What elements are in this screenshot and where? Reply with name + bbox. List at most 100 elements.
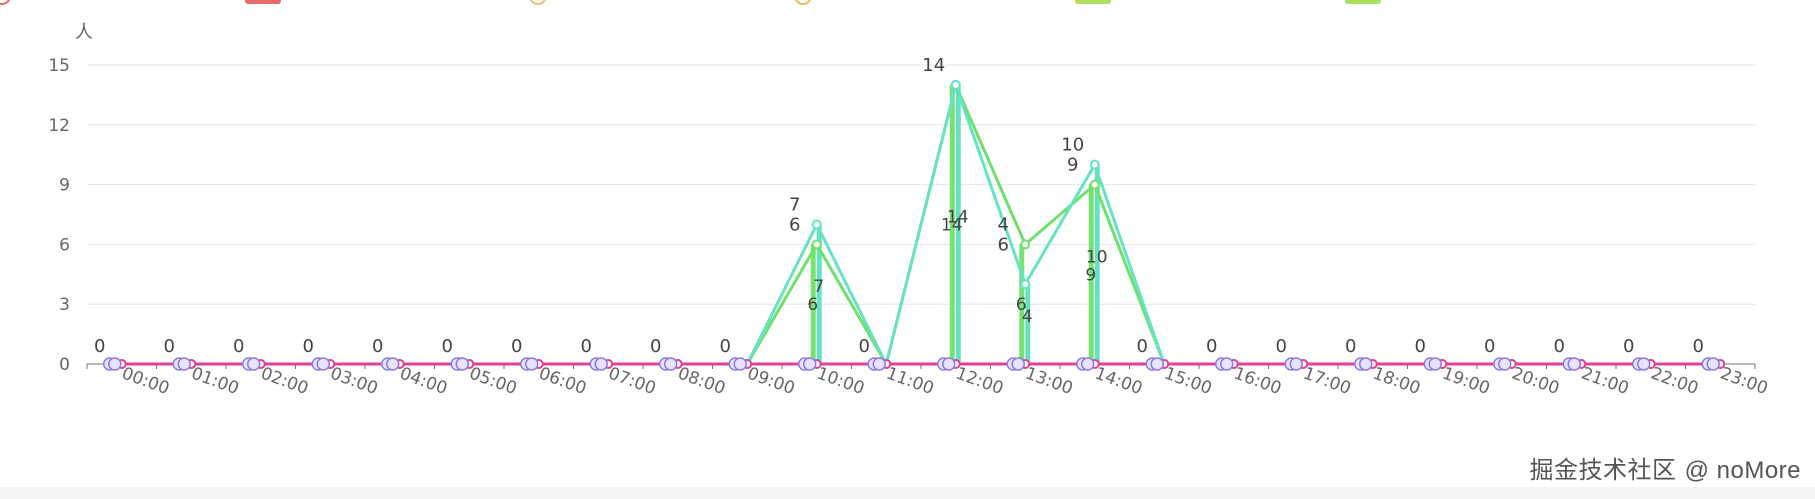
series-point <box>1089 159 1100 170</box>
zero-marker <box>1081 357 1095 371</box>
line-value-label: 0 <box>859 336 870 357</box>
bar-value-label: 4 <box>1022 307 1033 327</box>
line-value-label: 6 <box>789 214 800 235</box>
line-value-label: 10 <box>1061 135 1084 156</box>
x-tick-label: 19:00 <box>1440 364 1493 400</box>
x-tick-label: 17:00 <box>1301 364 1354 400</box>
line-value-label: 7 <box>789 194 800 215</box>
zero-marker <box>1220 357 1234 371</box>
x-tick-label: 18:00 <box>1370 364 1423 400</box>
zero-marker <box>872 357 886 371</box>
legend-swatch <box>245 0 281 4</box>
x-tick-label: 10:00 <box>814 364 867 400</box>
y-tick-label: 12 <box>48 116 70 136</box>
zero-marker <box>108 357 122 371</box>
series-point <box>811 219 822 230</box>
zero-marker <box>733 357 747 371</box>
series-point <box>811 239 822 250</box>
bar <box>810 244 816 364</box>
legend-swatch <box>794 0 812 5</box>
line-value-label: 14 <box>922 55 945 76</box>
line-value-label: 9 <box>1067 155 1078 176</box>
y-axis-ticks: 0 3 6 9 12 15 <box>48 56 70 375</box>
line-value-label: 0 <box>233 336 244 357</box>
line-value-label: 0 <box>372 336 383 357</box>
x-tick-label: 21:00 <box>1579 364 1632 400</box>
legend[interactable] <box>0 0 1381 5</box>
line-value-label: 0 <box>720 336 731 357</box>
bar <box>1019 244 1025 364</box>
zero-marker <box>664 357 678 371</box>
zero-marker <box>1011 357 1025 371</box>
line-value-label: 0 <box>303 336 314 357</box>
bar <box>1025 284 1031 364</box>
line-value-label: 0 <box>1693 336 1704 357</box>
line-value-label: 0 <box>1137 336 1148 357</box>
bar-value-label: 9 <box>1085 265 1096 285</box>
series-point <box>1089 179 1100 190</box>
y-tick-label: 6 <box>59 235 70 255</box>
series-lines <box>103 79 1726 371</box>
bar-value-label: 10 <box>1086 247 1108 267</box>
line-value-label: 0 <box>164 336 175 357</box>
x-tick-label: 02:00 <box>258 364 311 400</box>
x-tick-label: 09:00 <box>745 364 798 400</box>
line-value-label: 0 <box>442 336 453 357</box>
zero-marker <box>525 357 539 371</box>
line-value-label: 0 <box>1623 336 1634 357</box>
x-tick-label: 11:00 <box>884 364 937 400</box>
bar <box>1088 184 1094 364</box>
y-tick-label: 9 <box>59 176 70 196</box>
series-point <box>950 79 961 90</box>
zero-marker <box>1359 357 1373 371</box>
zero-marker <box>942 357 956 371</box>
series-line <box>121 83 1721 366</box>
bar <box>1094 164 1100 364</box>
bar <box>816 224 822 364</box>
x-tick-label: 23:00 <box>1718 364 1771 400</box>
bars <box>810 84 1100 364</box>
y-tick-label: 15 <box>48 56 70 76</box>
line-value-label: 0 <box>1206 336 1217 357</box>
zero-marker <box>386 357 400 371</box>
x-tick-label: 22:00 <box>1648 364 1701 400</box>
bar-value-label: 6 <box>1016 295 1027 315</box>
y-tick-label: 3 <box>59 295 70 315</box>
watermark: 掘金技术社区 @ noMore <box>1529 450 1801 485</box>
x-tick-label: 04:00 <box>397 364 450 400</box>
x-tick-label: 13:00 <box>1023 364 1076 400</box>
line-value-label: 0 <box>1345 336 1356 357</box>
x-tick-label: 15:00 <box>1162 364 1215 400</box>
line-value-label: 0 <box>1484 336 1495 357</box>
watermark-user: @ noMore <box>1684 457 1801 484</box>
x-tick-label: 00:00 <box>119 364 172 400</box>
x-tick-label: 14:00 <box>1092 364 1145 400</box>
legend-swatch <box>0 0 11 5</box>
zero-marker <box>1637 357 1651 371</box>
zero-marker <box>1150 357 1164 371</box>
bar <box>955 84 961 364</box>
x-tick-label: 08:00 <box>675 364 728 400</box>
x-axis: 00:00 01:00 02:00 03:00 04:00 05:00 06:00 07:00… <box>86 363 1771 400</box>
line-value-label: 0 <box>1415 336 1426 357</box>
x-tick-label: 20:00 <box>1509 364 1562 400</box>
x-tick-label: 16:00 <box>1231 364 1284 400</box>
bar-value-label: 14 <box>947 207 969 227</box>
line-value-label: 0 <box>1554 336 1565 357</box>
line-value-label: 0 <box>511 336 522 357</box>
zero-marker <box>1289 357 1303 371</box>
zero-marker <box>247 357 261 371</box>
x-tick-label: 07:00 <box>606 364 659 400</box>
gridlines <box>87 64 1755 305</box>
legend-swatch <box>1345 0 1381 4</box>
line-value-label: 4 <box>998 214 1009 235</box>
line-value-label: 0 <box>94 336 105 357</box>
line-value-label: 0 <box>581 336 592 357</box>
zero-marker <box>1498 357 1512 371</box>
bar-value-label: 7 <box>813 277 824 297</box>
y-tick-label: 0 <box>59 355 70 375</box>
zero-marker <box>594 357 608 371</box>
bar-value-label: 14 <box>941 215 963 235</box>
